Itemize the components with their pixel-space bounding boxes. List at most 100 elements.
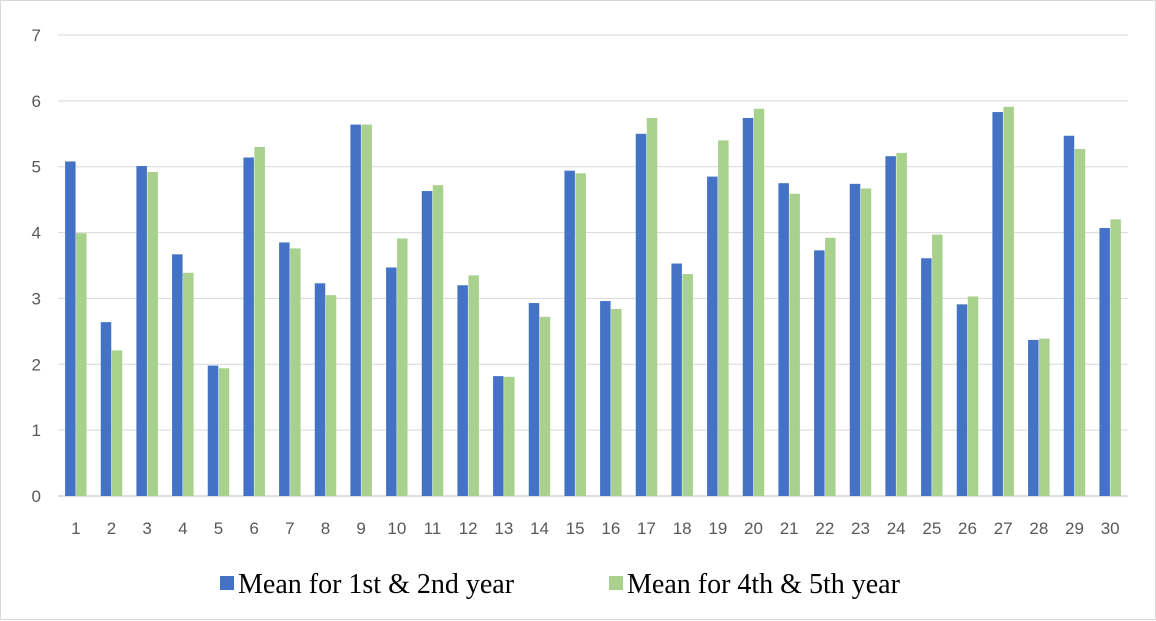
bar-series-1-25 [921, 258, 932, 496]
bar-series-1-4 [172, 254, 183, 496]
bar-series-1-24 [885, 156, 896, 497]
x-tick-label-10: 10 [387, 519, 406, 538]
bar-series-2-21 [789, 193, 800, 497]
bar-series-2-16 [611, 308, 622, 496]
y-tick-label-5: 5 [32, 158, 41, 177]
x-tick-label-12: 12 [459, 519, 478, 538]
legend-swatch-series-2 [609, 576, 623, 590]
x-tick-label-25: 25 [922, 519, 941, 538]
bar-series-2-7 [290, 248, 301, 496]
x-tick-label-27: 27 [994, 519, 1013, 538]
bar-series-1-27 [992, 112, 1003, 496]
x-tick-label-16: 16 [601, 519, 620, 538]
x-tick-label-19: 19 [708, 519, 727, 538]
bar-series-1-3 [136, 166, 147, 496]
x-tick-label-11: 11 [424, 519, 442, 538]
y-tick-label-6: 6 [32, 92, 41, 111]
bar-series-1-30 [1099, 227, 1110, 496]
bars [65, 106, 1121, 497]
bar-series-1-16 [600, 301, 611, 496]
bar-series-2-1 [76, 233, 87, 497]
bar-series-2-28 [1039, 338, 1050, 496]
bar-series-1-13 [493, 376, 504, 496]
x-tick-label-24: 24 [887, 519, 906, 538]
bar-series-2-27 [1003, 106, 1014, 496]
x-tick-label-1: 1 [71, 519, 80, 538]
y-axis: 0 1 2 3 4 5 6 7 [32, 26, 41, 506]
bar-series-2-26 [967, 296, 979, 496]
bar-series-1-28 [1028, 339, 1039, 496]
bar-series-1-29 [1063, 135, 1075, 497]
bar-series-2-19 [718, 140, 729, 496]
bar-series-1-1 [65, 161, 76, 496]
y-tick-label-7: 7 [32, 26, 41, 45]
bar-series-1-11 [421, 191, 433, 496]
bar-series-1-9 [350, 124, 361, 497]
legend: Mean for 1st & 2nd year Mean for 4th & 5… [220, 569, 901, 600]
bar-series-2-23 [860, 188, 872, 496]
bar-series-1-19 [707, 176, 718, 497]
x-tick-label-28: 28 [1029, 519, 1048, 538]
bar-series-1-8 [314, 283, 326, 496]
bar-series-2-29 [1074, 148, 1086, 496]
y-tick-label-1: 1 [32, 421, 41, 440]
bar-series-2-10 [397, 238, 408, 496]
bar-series-2-12 [468, 275, 479, 496]
x-tick-label-30: 30 [1101, 519, 1120, 538]
legend-swatch-series-1 [220, 576, 234, 590]
x-tick-label-22: 22 [815, 519, 834, 538]
legend-label-series-1: Mean for 1st & 2nd year [238, 569, 515, 600]
x-tick-label-9: 9 [356, 519, 365, 538]
bar-series-1-22 [814, 250, 825, 496]
bar-series-2-30 [1110, 219, 1121, 496]
bar-series-2-15 [575, 173, 586, 497]
x-tick-label-8: 8 [321, 519, 330, 538]
y-tick-label-0: 0 [32, 487, 41, 506]
bar-series-2-8 [325, 295, 337, 496]
bar-series-1-20 [742, 117, 754, 496]
y-tick-label-2: 2 [32, 355, 41, 374]
x-tick-label-17: 17 [637, 519, 656, 538]
legend-item-series-2: Mean for 4th & 5th year [609, 569, 901, 600]
x-tick-label-2: 2 [107, 519, 116, 538]
x-tick-label-20: 20 [744, 519, 763, 538]
y-tick-label-3: 3 [32, 289, 41, 308]
x-tick-label-23: 23 [851, 519, 870, 538]
bar-series-2-24 [896, 152, 907, 497]
bar-series-1-15 [564, 170, 575, 496]
bar-series-1-21 [778, 183, 789, 496]
bar-series-2-25 [932, 234, 943, 496]
x-tick-label-26: 26 [958, 519, 977, 538]
series-2 [76, 106, 1121, 497]
bar-series-2-18 [682, 274, 693, 496]
bar-series-1-6 [243, 157, 254, 496]
bar-series-2-3 [147, 171, 158, 497]
x-tick-label-14: 14 [530, 519, 549, 538]
x-tick-label-4: 4 [178, 519, 187, 538]
bar-series-2-5 [218, 368, 230, 496]
bar-series-1-14 [528, 303, 540, 496]
legend-item-series-1: Mean for 1st & 2nd year [220, 569, 515, 600]
bar-series-1-12 [457, 285, 468, 496]
x-axis: 1 2 3 4 5 6 7 8 9 10 11 12 13 14 15 16 17 18 19 20 21 22 23 24 2… [71, 519, 1120, 538]
legend-label-series-2: Mean for 4th & 5th year [627, 569, 901, 600]
bar-series-2-20 [753, 108, 765, 496]
x-tick-label-3: 3 [142, 519, 151, 538]
bar-series-2-13 [504, 376, 515, 496]
bar-series-2-4 [183, 272, 194, 496]
bar-series-1-23 [849, 183, 861, 496]
bar-series-1-2 [100, 322, 112, 496]
x-tick-label-5: 5 [214, 519, 223, 538]
bar-series-2-6 [254, 146, 265, 496]
series-1 [65, 112, 1110, 497]
x-tick-label-15: 15 [566, 519, 585, 538]
bar-series-1-7 [279, 242, 290, 496]
bar-series-2-17 [646, 117, 658, 496]
x-tick-label-21: 21 [780, 519, 799, 538]
y-tick-label-4: 4 [32, 224, 41, 243]
bar-series-1-5 [207, 365, 219, 496]
bar-series-2-11 [432, 185, 444, 496]
x-tick-label-13: 13 [494, 519, 513, 538]
